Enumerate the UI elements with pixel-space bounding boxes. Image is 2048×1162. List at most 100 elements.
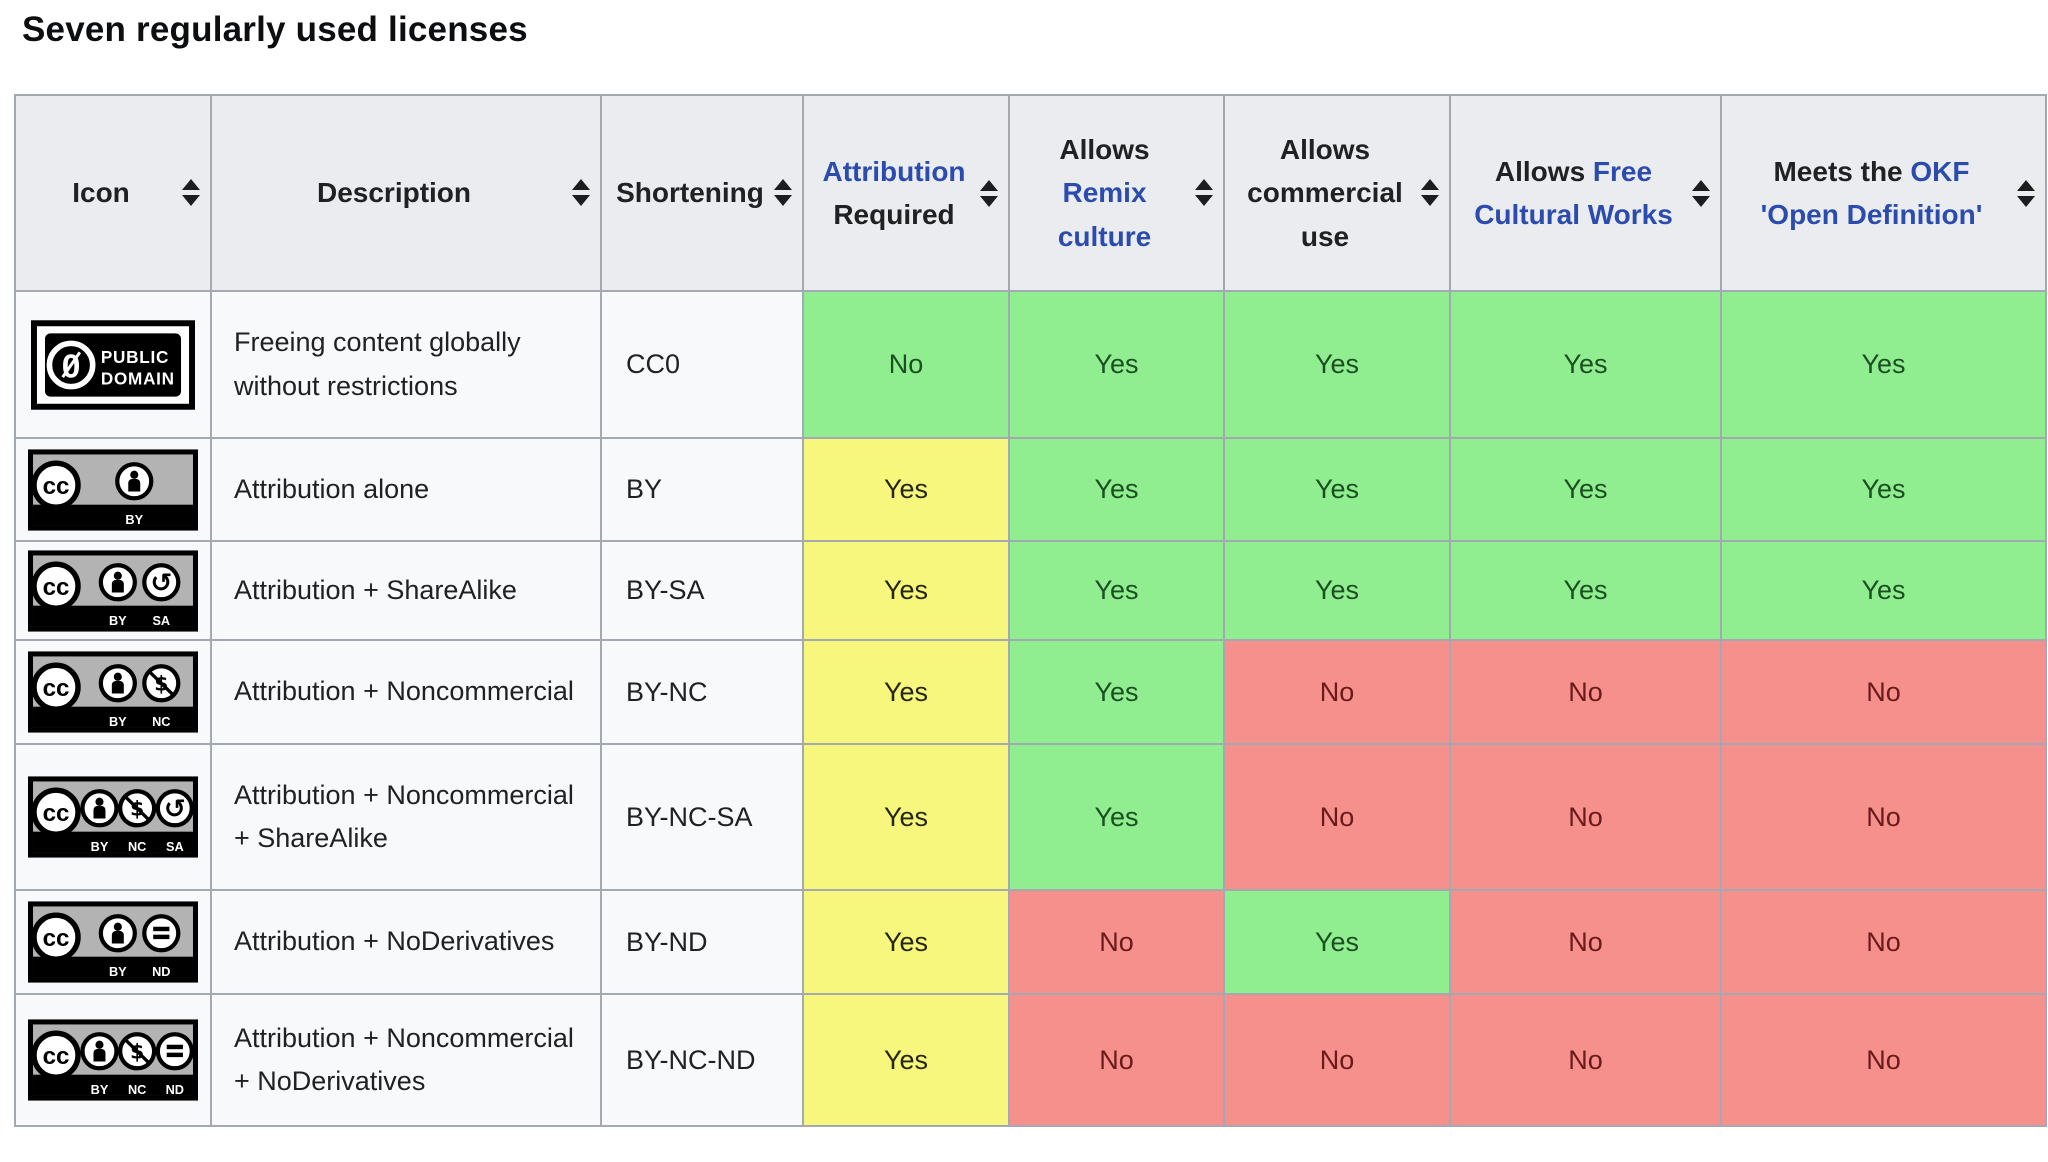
column-header-icon[interactable]: Icon [14, 94, 212, 292]
cc-by-nc-badge[interactable]: BY$ NC cc [28, 651, 198, 733]
license-row-CC0: 0 PUBLIC DOMAIN Freeing content globally… [14, 290, 2047, 439]
header-link-allows-free-cultural-works[interactable]: Free Cultural Works [1474, 155, 1673, 230]
value-cell-attribution-required: Yes [802, 889, 1010, 995]
svg-text:BY: BY [109, 964, 127, 979]
description-cell: Attribution alone [210, 437, 602, 542]
sort-icon [2017, 179, 2035, 207]
icon-cell: BY ND cc [14, 889, 212, 995]
column-header-shortening[interactable]: Shortening [600, 94, 804, 292]
description-cell: Attribution + Noncommercial + NoDerivati… [210, 993, 602, 1127]
header-text: Required [833, 199, 955, 230]
value-cell-meets-okf-open-definition: No [1720, 993, 2047, 1127]
svg-text:SA: SA [166, 839, 184, 854]
column-header-allows-free-cultural-works[interactable]: Allows Free Cultural Works [1449, 94, 1722, 292]
icon-cell: BY cc [14, 437, 212, 542]
cc-by-nd-badge[interactable]: BY ND cc [28, 901, 198, 983]
icon-cell: 0 PUBLIC DOMAIN [14, 290, 212, 439]
column-label-attribution-required: Attribution Required [814, 150, 974, 237]
value-cell-attribution-required: No [802, 290, 1010, 439]
sort-icon [182, 179, 200, 207]
header-link-allows-remix-culture[interactable]: Remix culture [1057, 177, 1152, 252]
value-cell-allows-remix-culture: Yes [1008, 290, 1225, 439]
icon-cell: BY$ NC↺SA cc [14, 743, 212, 891]
column-label-icon: Icon [26, 171, 176, 214]
cc-by-nc-sa-badge[interactable]: BY$ NC↺SA cc [28, 776, 198, 858]
header-link-meets-okf-open-definition[interactable]: OKF 'Open Definition' [1760, 155, 1983, 230]
column-label-allows-free-cultural-works: Allows Free Cultural Works [1461, 150, 1686, 237]
column-header-meets-okf-open-definition[interactable]: Meets the OKF 'Open Definition' [1720, 94, 2047, 292]
sort-icon [980, 179, 998, 207]
sort-icon [774, 179, 792, 207]
header-text: Allows commercial use [1247, 133, 1403, 252]
value-cell-meets-okf-open-definition: No [1720, 743, 2047, 891]
value-cell-allows-commercial-use: Yes [1223, 540, 1451, 641]
cc-by-badge[interactable]: BY cc [28, 448, 198, 531]
sort-icon [1195, 179, 1213, 207]
shortening-cell: BY-NC [600, 639, 804, 745]
svg-text:cc: cc [43, 1043, 70, 1070]
svg-text:NC: NC [152, 714, 170, 729]
value-cell-allows-remix-culture: Yes [1008, 639, 1225, 745]
header-text: Allows [1494, 155, 1593, 187]
description-cell: Attribution + NoDerivatives [210, 889, 602, 995]
value-cell-allows-commercial-use: Yes [1223, 290, 1451, 439]
value-cell-meets-okf-open-definition: Yes [1720, 290, 2047, 439]
icon-cell: BY$ NC cc [14, 639, 212, 745]
svg-text:cc: cc [43, 473, 70, 500]
value-cell-meets-okf-open-definition: Yes [1720, 437, 2047, 542]
column-header-description[interactable]: Description [210, 94, 602, 292]
cc-by-nc-nd-badge[interactable]: BY$ NC ND cc [28, 1019, 198, 1101]
sort-icon [1421, 179, 1439, 207]
value-cell-allows-free-cultural-works: No [1449, 639, 1722, 745]
header-link-attribution-required[interactable]: Attribution [822, 155, 966, 187]
column-header-allows-remix-culture[interactable]: Allows Remix culture [1008, 94, 1225, 292]
column-label-allows-remix-culture: Allows Remix culture [1029, 128, 1181, 258]
value-cell-allows-remix-culture: Yes [1008, 743, 1225, 891]
value-cell-allows-free-cultural-works: No [1449, 993, 1722, 1127]
value-cell-allows-commercial-use: No [1223, 743, 1451, 891]
header-text: Description [316, 177, 472, 209]
column-header-attribution-required[interactable]: Attribution Required [802, 94, 1010, 292]
svg-text:SA: SA [152, 613, 170, 628]
svg-text:cc: cc [43, 925, 70, 952]
sort-icon [1692, 179, 1710, 207]
description-cell: Freeing content globally without restric… [210, 290, 602, 439]
icon-cell: BY$ NC ND cc [14, 993, 212, 1127]
cc-by-sa-badge[interactable]: BY ↺ SA cc [28, 549, 198, 632]
page: Seven regularly used licenses Icon Descri… [0, 10, 2048, 1127]
license-row-BY-ND: BY ND cc Attribution + NoDerivatives BY-ND… [14, 889, 2047, 995]
value-cell-attribution-required: Yes [802, 993, 1010, 1127]
svg-text:cc: cc [43, 675, 70, 702]
column-label-meets-okf-open-definition: Meets the OKF 'Open Definition' [1745, 150, 1999, 237]
column-label-description: Description [222, 171, 566, 214]
svg-text:↺: ↺ [164, 794, 186, 824]
svg-text:NC: NC [128, 839, 146, 854]
svg-text:BY: BY [91, 839, 109, 854]
svg-text:cc: cc [43, 800, 70, 827]
header-text: Allows [1059, 133, 1150, 165]
shortening-cell: BY-NC-SA [600, 743, 804, 891]
header-text: Icon [72, 177, 130, 209]
column-label-shortening: Shortening [612, 171, 768, 214]
column-header-allows-commercial-use[interactable]: Allows commercial use [1223, 94, 1451, 292]
value-cell-meets-okf-open-definition: Yes [1720, 540, 2047, 641]
value-cell-allows-remix-culture: No [1008, 889, 1225, 995]
svg-text:NC: NC [128, 1082, 146, 1097]
header-row: Icon Description Shortening Attribution Req… [14, 94, 2047, 292]
value-cell-attribution-required: Yes [802, 437, 1010, 542]
value-cell-attribution-required: Yes [802, 540, 1010, 641]
svg-text:BY: BY [109, 613, 127, 628]
value-cell-attribution-required: Yes [802, 743, 1010, 891]
value-cell-allows-remix-culture: Yes [1008, 437, 1225, 542]
value-cell-allows-commercial-use: Yes [1223, 437, 1451, 542]
value-cell-allows-remix-culture: No [1008, 993, 1225, 1127]
value-cell-allows-free-cultural-works: No [1449, 743, 1722, 891]
description-cell: Attribution + ShareAlike [210, 540, 602, 641]
svg-text:ND: ND [152, 964, 170, 979]
cc0-public-domain-badge[interactable]: 0 PUBLIC DOMAIN [31, 319, 195, 410]
value-cell-allows-free-cultural-works: Yes [1449, 540, 1722, 641]
header-text: Shortening [616, 177, 764, 209]
license-row-BY-SA: BY ↺ SA cc Attribution + ShareAlike BY-SA Yes… [14, 540, 2047, 641]
